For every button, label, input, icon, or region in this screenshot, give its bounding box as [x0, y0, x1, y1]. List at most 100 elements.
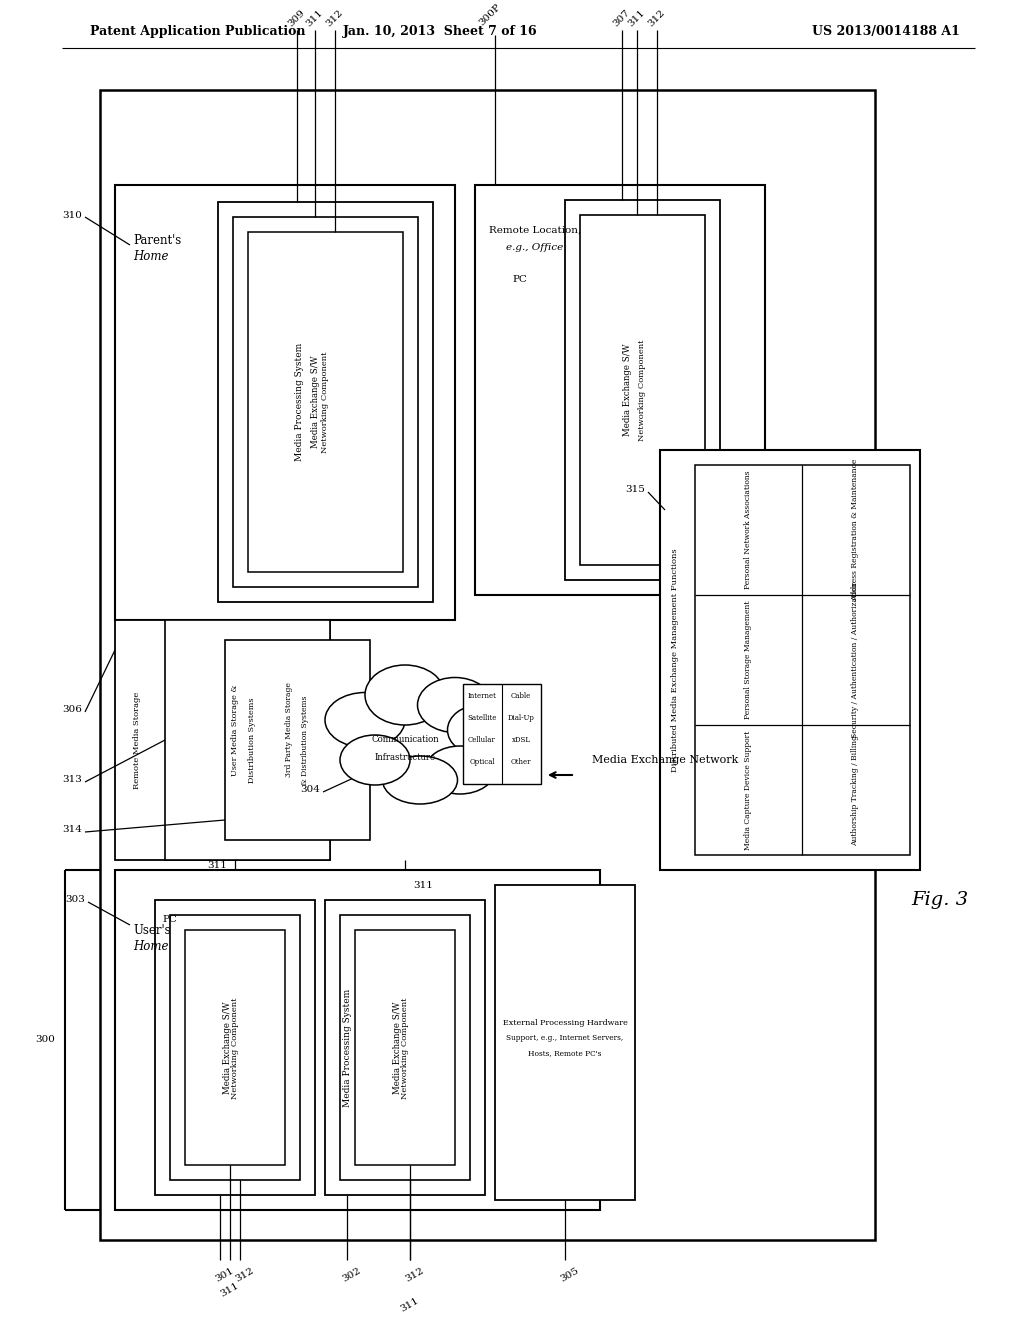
Text: Jan. 10, 2013  Sheet 7 of 16: Jan. 10, 2013 Sheet 7 of 16 [343, 25, 538, 38]
Text: 311: 311 [305, 8, 326, 28]
Bar [355, 931, 455, 1166]
Text: Dial-Up: Dial-Up [508, 714, 535, 722]
Ellipse shape [418, 677, 493, 733]
Text: 311: 311 [413, 880, 433, 890]
Text: 304: 304 [300, 785, 319, 795]
Bar [115, 870, 600, 1210]
Text: 311: 311 [219, 1282, 241, 1299]
Text: Distributed Media Exchange Management Functions: Distributed Media Exchange Management Fu… [671, 548, 679, 772]
Text: 312: 312 [404, 1266, 426, 1284]
Text: Cable: Cable [511, 692, 531, 700]
Ellipse shape [325, 693, 406, 747]
Text: 311: 311 [399, 1296, 421, 1313]
Text: Distribution Systems: Distribution Systems [248, 697, 256, 783]
Text: PC: PC [163, 916, 177, 924]
Text: 312: 312 [647, 8, 668, 28]
Text: Home: Home [133, 251, 169, 264]
Text: Security / Authentication / Authorization: Security / Authentication / Authorizatio… [851, 582, 859, 738]
Text: Support, e.g., Internet Servers,: Support, e.g., Internet Servers, [507, 1034, 624, 1041]
Bar [100, 90, 874, 1239]
Text: Home: Home [133, 940, 169, 953]
Text: Personal Storage Management: Personal Storage Management [744, 601, 752, 719]
Text: 309: 309 [287, 8, 307, 28]
Text: Media Exchange S/W: Media Exchange S/W [392, 1002, 401, 1094]
Text: 303: 303 [66, 895, 85, 904]
Text: Networking Component: Networking Component [321, 351, 329, 453]
Text: Media Capture Device Support: Media Capture Device Support [744, 730, 752, 850]
Text: Media Exchange S/W: Media Exchange S/W [623, 343, 632, 436]
Ellipse shape [365, 665, 445, 725]
Text: Address Registration & Maintenance: Address Registration & Maintenance [851, 459, 859, 601]
Bar [495, 884, 635, 1200]
Text: Fig. 3: Fig. 3 [911, 891, 969, 909]
Text: 313: 313 [62, 776, 82, 784]
Text: Media Exchange S/W: Media Exchange S/W [310, 356, 319, 449]
Text: Media Exchange S/W: Media Exchange S/W [222, 1002, 231, 1094]
Text: 307: 307 [611, 8, 632, 28]
Text: Media Processing System: Media Processing System [296, 343, 304, 461]
Bar [155, 900, 315, 1195]
Bar [565, 201, 720, 579]
Text: Hosts, Remote PC's: Hosts, Remote PC's [528, 1049, 602, 1057]
Bar [325, 900, 485, 1195]
Text: PC: PC [513, 276, 527, 285]
Text: Communication: Communication [371, 735, 439, 744]
Text: 300P: 300P [477, 3, 503, 28]
Text: 300: 300 [35, 1035, 55, 1044]
Text: Networking Component: Networking Component [401, 997, 409, 1098]
Bar [660, 450, 920, 870]
Bar [340, 915, 470, 1180]
Text: External Processing Hardware: External Processing Hardware [503, 1019, 628, 1027]
Text: & Distribution Systems: & Distribution Systems [301, 696, 309, 785]
Text: Remote Location,: Remote Location, [488, 226, 582, 235]
Bar [115, 185, 455, 620]
Text: 315: 315 [625, 486, 645, 495]
Bar [115, 620, 330, 861]
Bar [165, 620, 330, 861]
Bar [463, 684, 541, 784]
Text: Media Processing System: Media Processing System [342, 989, 351, 1107]
Text: Optical: Optical [469, 758, 495, 766]
Text: 310: 310 [62, 210, 82, 219]
Text: Media Exchange Network: Media Exchange Network [592, 755, 738, 766]
Ellipse shape [447, 705, 512, 755]
Text: Other: Other [511, 758, 531, 766]
Ellipse shape [383, 756, 458, 804]
Text: 311: 311 [627, 8, 647, 28]
Bar [225, 640, 370, 840]
Bar [248, 232, 403, 572]
Text: Cellular: Cellular [468, 737, 496, 744]
Bar [233, 216, 418, 587]
Text: Remote Media Storage: Remote Media Storage [133, 692, 141, 788]
Bar [185, 931, 285, 1166]
Text: US 2013/0014188 A1: US 2013/0014188 A1 [812, 25, 961, 38]
Text: Infrastructure: Infrastructure [375, 754, 435, 763]
Ellipse shape [340, 735, 410, 785]
Bar [580, 215, 705, 565]
Bar [695, 465, 910, 855]
Text: e.g., Office: e.g., Office [507, 243, 563, 252]
Text: Parent's: Parent's [133, 234, 181, 247]
Bar [170, 915, 300, 1180]
Text: 312: 312 [325, 8, 345, 28]
Text: Satellite: Satellite [467, 714, 497, 722]
Text: 302: 302 [341, 1266, 362, 1284]
Text: xDSL: xDSL [512, 737, 530, 744]
Text: Networking Component: Networking Component [638, 339, 646, 441]
Text: User's: User's [133, 924, 171, 936]
Text: 301: 301 [214, 1266, 236, 1284]
Text: 314: 314 [62, 825, 82, 834]
Bar [475, 185, 765, 595]
Ellipse shape [425, 746, 495, 795]
Text: 312: 312 [234, 1266, 256, 1284]
Text: 3rd Party Media Storage: 3rd Party Media Storage [285, 682, 293, 777]
Text: 305: 305 [559, 1266, 581, 1284]
Bar [218, 202, 433, 602]
Text: Personal Network Associations: Personal Network Associations [744, 471, 752, 589]
Text: Networking Component: Networking Component [231, 997, 239, 1098]
Text: Internet: Internet [468, 692, 497, 700]
Text: Patent Application Publication: Patent Application Publication [90, 25, 305, 38]
Text: 306: 306 [62, 705, 82, 714]
Text: Authorship Tracking / Billing: Authorship Tracking / Billing [851, 734, 859, 846]
Text: User Media Storage &: User Media Storage & [231, 684, 239, 776]
